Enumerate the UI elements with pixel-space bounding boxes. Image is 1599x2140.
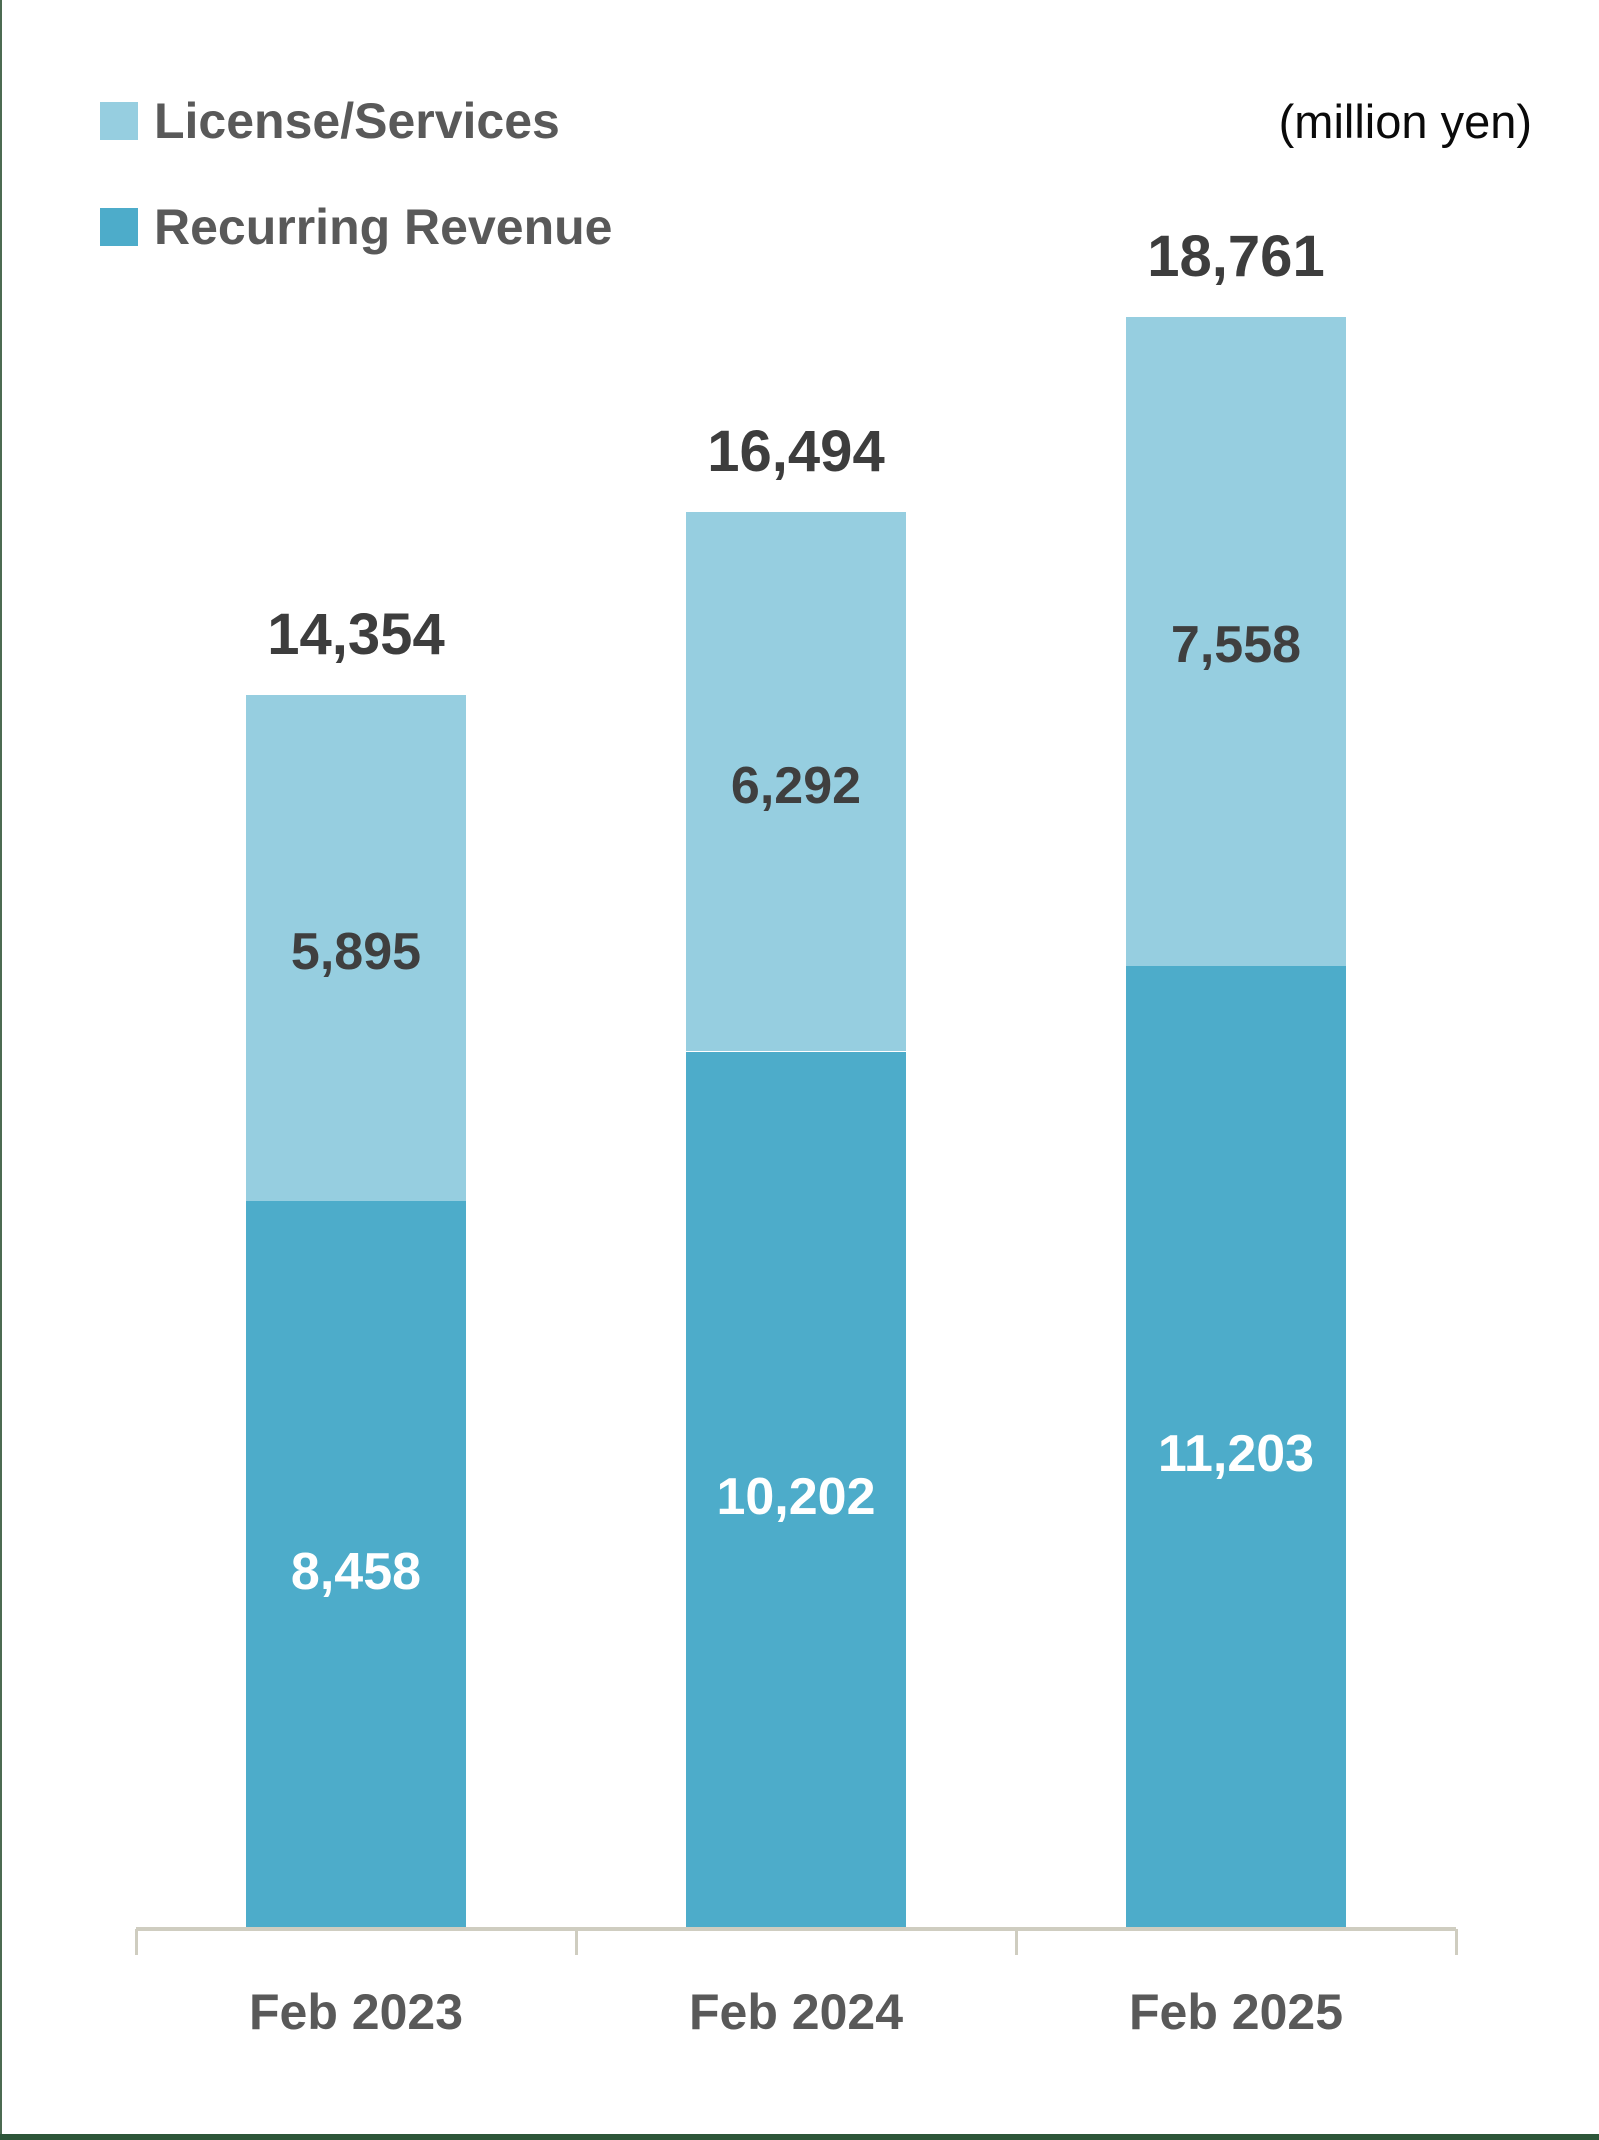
unit-label: (million yen) bbox=[1278, 95, 1532, 148]
legend: License/Services Recurring Revenue bbox=[100, 96, 612, 252]
bar-segment-license-1 bbox=[246, 695, 466, 1202]
x-axis-tick bbox=[574, 1929, 578, 1955]
bar-segment-recurring-1 bbox=[246, 1201, 466, 1927]
legend-item-license-services: License/Services bbox=[100, 96, 612, 146]
category-label-3: Feb 2025 bbox=[1128, 1984, 1343, 2040]
x-axis-tick bbox=[1014, 1929, 1018, 1955]
recurring-value-label: 8,458 bbox=[290, 1543, 422, 1602]
legend-label-license-services: License/Services bbox=[154, 93, 560, 149]
license-value-label: 7,558 bbox=[1170, 616, 1302, 675]
x-axis-tick bbox=[1454, 1929, 1458, 1955]
license-value-label: 5,895 bbox=[290, 923, 422, 982]
bar-segment-recurring-3 bbox=[1126, 965, 1346, 1927]
total-value-label: 14,354 bbox=[267, 602, 445, 668]
legend-swatch-license-icon bbox=[100, 102, 138, 140]
bar-segment-recurring-2 bbox=[686, 1051, 906, 1927]
legend-swatch-recurring-icon bbox=[100, 208, 138, 246]
legend-label-recurring-revenue: Recurring Revenue bbox=[154, 199, 613, 255]
left-edge-border bbox=[0, 0, 2, 2140]
bar-segment-license-3 bbox=[1126, 317, 1346, 966]
bar-segment-license-2 bbox=[686, 511, 906, 1052]
recurring-value-label: 11,203 bbox=[1157, 1425, 1315, 1484]
x-axis-tick bbox=[134, 1929, 138, 1955]
license-value-label: 6,292 bbox=[730, 756, 862, 815]
recurring-value-label: 10,202 bbox=[716, 1468, 876, 1527]
category-label-1: Feb 2023 bbox=[248, 1984, 463, 2040]
total-value-label: 18,761 bbox=[1147, 224, 1325, 289]
category-label-2: Feb 2024 bbox=[688, 1984, 903, 2040]
bottom-edge-border bbox=[0, 2134, 1599, 2140]
total-value-label: 16,494 bbox=[707, 418, 885, 484]
x-axis-line bbox=[136, 1927, 1456, 1931]
legend-item-recurring-revenue: Recurring Revenue bbox=[100, 202, 612, 252]
